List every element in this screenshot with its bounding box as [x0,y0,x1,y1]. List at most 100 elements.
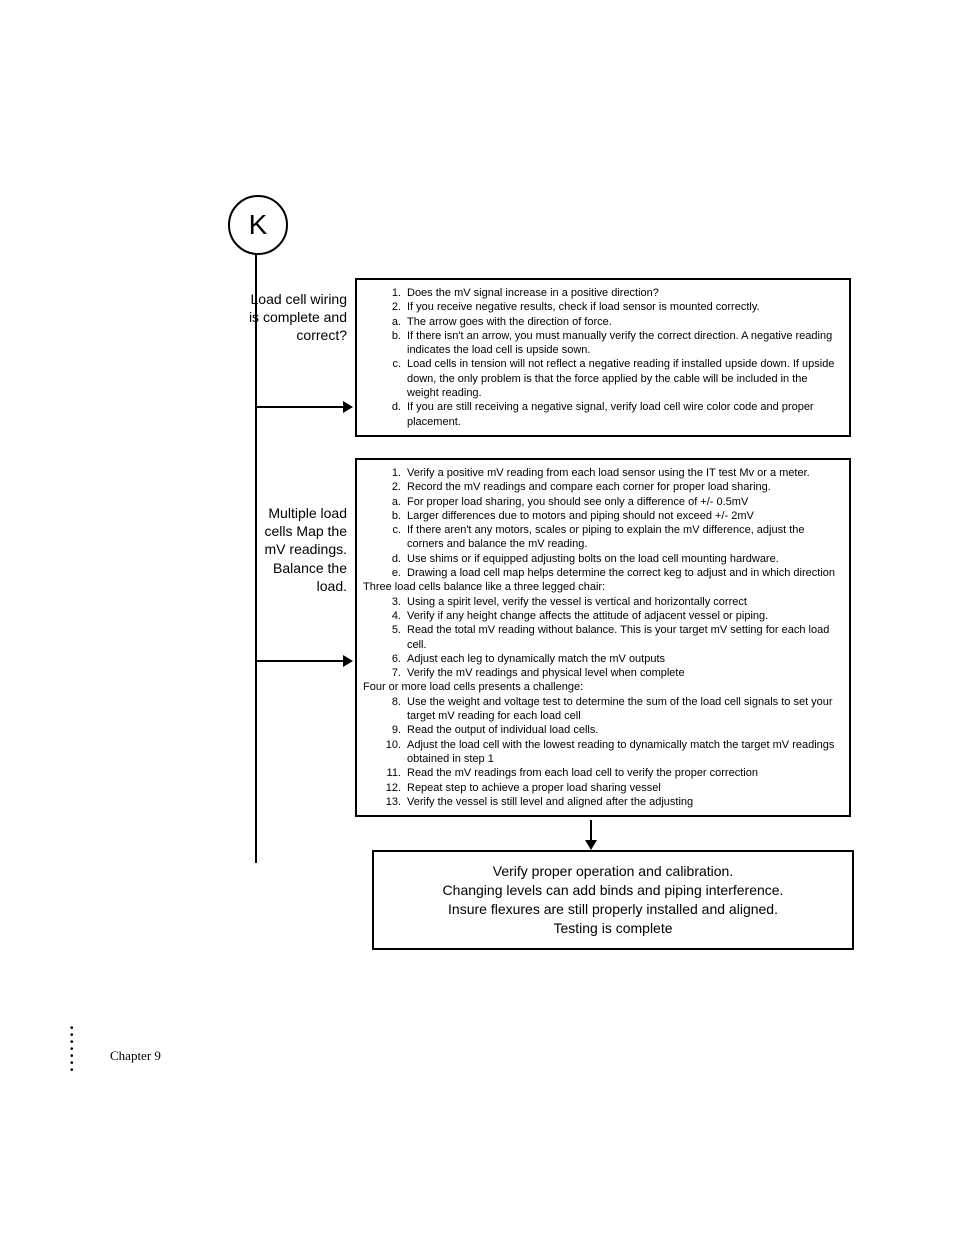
list-item-text: Verify the vessel is still level and ali… [407,795,839,809]
list-item-text: Record the mV readings and compare each … [407,480,839,494]
list-item-text: Adjust each leg to dynamically match the… [407,652,839,666]
list-item: 5.Read the total mV reading without bala… [381,623,839,652]
instruction-box-2-bot-header: Four or more load cells presents a chall… [363,680,839,694]
final-box: Verify proper operation and calibration.… [372,850,854,950]
list-item: 9.Read the output of individual load cel… [381,723,839,737]
list-item: 6.Adjust each leg to dynamically match t… [381,652,839,666]
list-item-marker: b. [381,509,407,523]
list-item: d.If you are still receiving a negative … [381,400,839,429]
list-item-text: Use the weight and voltage test to deter… [407,695,839,724]
list-item: 13.Verify the vessel is still level and … [381,795,839,809]
chapter-label: Chapter 9 [110,1048,161,1064]
list-item-text: Read the output of individual load cells… [407,723,839,737]
flow-node-k-label: K [249,209,268,241]
list-item: 3.Using a spirit level, verify the vesse… [381,595,839,609]
list-item: c.If there aren't any motors, scales or … [381,523,839,552]
list-item-marker: a. [381,495,407,509]
list-item: 2.Record the mV readings and compare eac… [381,480,839,494]
list-item-marker: 7. [381,666,407,680]
list-item-text: Read the mV readings from each load cell… [407,766,839,780]
list-item-marker: c. [381,357,407,400]
flow-node-k: K [228,195,288,255]
list-item-text: Read the total mV reading without balanc… [407,623,839,652]
final-line-3: Insure flexures are still properly insta… [394,900,832,919]
flow-arrow-1-head [343,401,353,413]
instruction-box-2-top-list: 1.Verify a positive mV reading from each… [363,466,839,580]
list-item-marker: 6. [381,652,407,666]
list-item: 7.Verify the mV readings and physical le… [381,666,839,680]
list-item-text: Does the mV signal increase in a positiv… [407,286,839,300]
list-item-text: If there aren't any motors, scales or pi… [407,523,839,552]
list-item-text: For proper load sharing, you should see … [407,495,839,509]
list-item-text: Load cells in tension will not reflect a… [407,357,839,400]
instruction-box-1: 1.Does the mV signal increase in a posit… [355,278,851,437]
list-item-marker: e. [381,566,407,580]
list-item: b.If there isn't an arrow, you must manu… [381,329,839,358]
side-label-wiring: Load cell wiring is complete and correct… [247,290,347,345]
instruction-box-2-bot-list: 8.Use the weight and voltage test to det… [363,695,839,809]
list-item-marker: 4. [381,609,407,623]
list-item-marker: 2. [381,480,407,494]
final-line-2: Changing levels can add binds and piping… [394,881,832,900]
list-item: 11.Read the mV readings from each load c… [381,766,839,780]
list-item-marker: 5. [381,623,407,652]
list-item: d.Use shims or if equipped adjusting bol… [381,552,839,566]
instruction-box-2: 1.Verify a positive mV reading from each… [355,458,851,817]
list-item-marker: 10. [381,738,407,767]
list-item-text: Use shims or if equipped adjusting bolts… [407,552,839,566]
side-label-multiple: Multiple load cells Map the mV readings.… [247,504,347,595]
list-item-text: If you are still receiving a negative si… [407,400,839,429]
list-item-marker: 1. [381,286,407,300]
list-item-text: Larger differences due to motors and pip… [407,509,839,523]
list-item-marker: b. [381,329,407,358]
list-item-text: Using a spirit level, verify the vessel … [407,595,839,609]
list-item: 1.Does the mV signal increase in a posit… [381,286,839,300]
page: K Load cell wiring is complete and corre… [0,0,954,1235]
instruction-box-1-list: 1.Does the mV signal increase in a posit… [363,286,839,429]
list-item: 4.Verify if any height change affects th… [381,609,839,623]
list-item-marker: d. [381,552,407,566]
side-label-multiple-text: Multiple load cells Map the mV readings.… [265,505,347,594]
list-item-marker: 8. [381,695,407,724]
list-item: a.For proper load sharing, you should se… [381,495,839,509]
list-item: 2.If you receive negative results, check… [381,300,839,314]
side-label-wiring-text: Load cell wiring is complete and correct… [249,291,347,343]
list-item-text: Verify if any height change affects the … [407,609,839,623]
list-item-text: Repeat step to achieve a proper load sha… [407,781,839,795]
list-item-marker: 1. [381,466,407,480]
list-item-marker: a. [381,315,407,329]
list-item-marker: 13. [381,795,407,809]
list-item-marker: d. [381,400,407,429]
instruction-box-2-mid-header: Three load cells balance like a three le… [363,580,839,594]
list-item-text: Drawing a load cell map helps determine … [407,566,839,580]
final-line-4: Testing is complete [394,919,832,938]
list-item: 12.Repeat step to achieve a proper load … [381,781,839,795]
list-item-text: If you receive negative results, check i… [407,300,839,314]
flow-arrow-2-head [343,655,353,667]
list-item: 10.Adjust the load cell with the lowest … [381,738,839,767]
list-item-marker: 9. [381,723,407,737]
list-item: 1.Verify a positive mV reading from each… [381,466,839,480]
list-item: 8.Use the weight and voltage test to det… [381,695,839,724]
list-item-text: If there isn't an arrow, you must manual… [407,329,839,358]
flow-arrow-1-line [257,406,343,408]
list-item-marker: 2. [381,300,407,314]
list-item: b.Larger differences due to motors and p… [381,509,839,523]
list-item: a.The arrow goes with the direction of f… [381,315,839,329]
list-item-text: The arrow goes with the direction of for… [407,315,839,329]
list-item-marker: 11. [381,766,407,780]
instruction-box-2-mid-list: 3.Using a spirit level, verify the vesse… [363,595,839,681]
list-item-text: Verify the mV readings and physical leve… [407,666,839,680]
footer-bullets: ••••••• [70,1025,74,1074]
flow-arrow-3-head [585,840,597,850]
list-item-text: Verify a positive mV reading from each l… [407,466,839,480]
list-item-marker: c. [381,523,407,552]
list-item-marker: 3. [381,595,407,609]
list-item-text: Adjust the load cell with the lowest rea… [407,738,839,767]
list-item: e.Drawing a load cell map helps determin… [381,566,839,580]
flow-arrow-3-line [590,820,592,842]
list-item-marker: 12. [381,781,407,795]
final-line-1: Verify proper operation and calibration. [394,862,832,881]
flow-arrow-2-line [257,660,343,662]
list-item: c.Load cells in tension will not reflect… [381,357,839,400]
